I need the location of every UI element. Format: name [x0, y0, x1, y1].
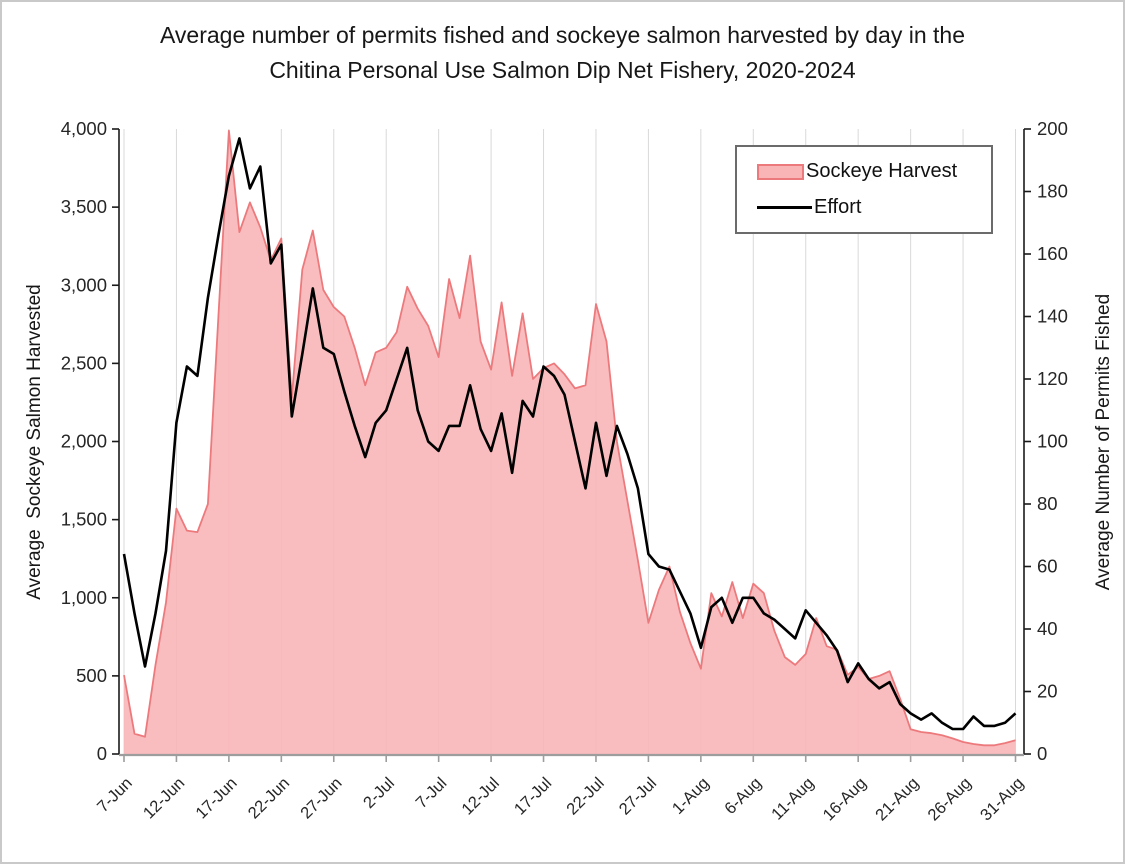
svg-text:1-Aug: 1-Aug — [669, 774, 713, 818]
svg-text:31-Aug: 31-Aug — [977, 774, 1027, 824]
svg-text:2,500: 2,500 — [61, 352, 107, 373]
effort-line-swatch-icon — [757, 206, 812, 209]
svg-text:16-Aug: 16-Aug — [820, 774, 870, 824]
svg-text:12-Jun: 12-Jun — [140, 774, 188, 822]
svg-text:27-Jul: 27-Jul — [616, 774, 661, 819]
svg-text:12-Jul: 12-Jul — [458, 774, 503, 819]
legend-label-effort: Effort — [814, 196, 862, 218]
svg-text:0: 0 — [1037, 743, 1047, 764]
svg-text:80: 80 — [1037, 493, 1058, 514]
svg-text:160: 160 — [1037, 243, 1068, 264]
svg-text:0: 0 — [97, 743, 107, 764]
svg-text:22-Jul: 22-Jul — [563, 774, 608, 819]
chart-title: Average number of permits fished and soc… — [2, 18, 1123, 88]
svg-text:17-Jun: 17-Jun — [192, 774, 240, 822]
svg-text:11-Aug: 11-Aug — [768, 774, 817, 823]
svg-text:17-Jul: 17-Jul — [511, 774, 556, 819]
svg-text:4,000: 4,000 — [61, 118, 107, 139]
svg-text:3,500: 3,500 — [61, 196, 107, 217]
svg-text:60: 60 — [1037, 556, 1058, 577]
svg-text:21-Aug: 21-Aug — [872, 774, 922, 824]
svg-text:27-Jun: 27-Jun — [297, 774, 345, 822]
effort-line-series — [122, 137, 1017, 731]
svg-text:26-Aug: 26-Aug — [925, 774, 975, 824]
sockeye-harvest-swatch-icon — [757, 163, 804, 180]
svg-text:120: 120 — [1037, 368, 1068, 389]
svg-text:7-Jun: 7-Jun — [94, 774, 136, 816]
legend-label-sockeye-harvest: Sockeye Harvest — [806, 160, 958, 182]
svg-text:22-Jun: 22-Jun — [245, 774, 293, 822]
svg-text:500: 500 — [76, 665, 107, 686]
legend-item-effort: Effort — [757, 196, 991, 219]
svg-text:1,000: 1,000 — [61, 587, 107, 608]
svg-text:2-Jul: 2-Jul — [360, 774, 398, 812]
svg-text:1,500: 1,500 — [61, 509, 107, 530]
right-axis-tick-labels: 0 20 40 60 80 100 120 140 160 180 200 — [1024, 118, 1068, 764]
left-axis-tick-labels: 0 500 1,000 1,500 2,000 2,500 3,000 3,500 4,000 — [61, 118, 119, 764]
svg-text:200: 200 — [1037, 118, 1068, 139]
svg-text:180: 180 — [1037, 181, 1068, 202]
x-axis-tick-labels: 7-Jun 12-Jun 17-Jun 22-Jun 27-Jun 2-Jul 7-Jul 1… — [94, 755, 1027, 824]
svg-text:6-Aug: 6-Aug — [721, 774, 765, 818]
svg-text:20: 20 — [1037, 681, 1058, 702]
legend: Sockeye Harvest Effort — [735, 145, 993, 234]
svg-text:40: 40 — [1037, 618, 1058, 639]
svg-text:7-Jul: 7-Jul — [412, 774, 450, 812]
svg-text:140: 140 — [1037, 306, 1068, 327]
svg-text:3,000: 3,000 — [61, 274, 107, 295]
svg-text:2,000: 2,000 — [61, 431, 107, 452]
chart-title-line1: Average number of permits fished and soc… — [159, 22, 966, 48]
svg-text:100: 100 — [1037, 431, 1068, 452]
legend-item-sockeye-harvest: Sockeye Harvest — [757, 160, 991, 183]
chart-title-line2: Chitina Personal Use Salmon Dip Net Fish… — [269, 57, 856, 83]
